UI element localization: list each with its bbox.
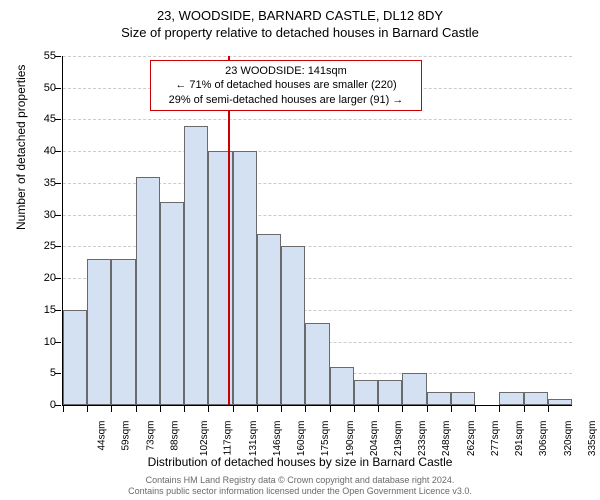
x-tick <box>136 406 137 412</box>
y-tick-label: 20 <box>26 272 56 284</box>
chart-area: 051015202530354045505544sqm59sqm73sqm88s… <box>62 56 572 406</box>
x-tick-label: 88sqm <box>169 421 180 451</box>
x-tick <box>451 406 452 412</box>
y-tick-label: 10 <box>26 336 56 348</box>
x-tick-label: 146sqm <box>272 421 283 457</box>
y-tick-label: 0 <box>26 399 56 411</box>
y-tick-label: 55 <box>26 50 56 62</box>
x-tick <box>354 406 355 412</box>
gridline <box>63 119 572 120</box>
x-tick <box>427 406 428 412</box>
histogram-bar <box>111 259 135 405</box>
y-tick-label: 45 <box>26 113 56 125</box>
histogram-bar <box>136 177 160 405</box>
histogram-bar <box>160 202 184 405</box>
x-tick-label: 102sqm <box>199 421 210 457</box>
x-tick-label: 248sqm <box>442 421 453 457</box>
x-tick <box>378 406 379 412</box>
x-tick <box>402 406 403 412</box>
x-tick <box>524 406 525 412</box>
y-tick-label: 30 <box>26 209 56 221</box>
x-tick-label: 306sqm <box>538 421 549 457</box>
x-tick-label: 320sqm <box>563 421 574 457</box>
x-tick <box>184 406 185 412</box>
y-tick-label: 15 <box>26 304 56 316</box>
x-tick <box>475 406 476 412</box>
x-tick-label: 291sqm <box>514 421 525 457</box>
histogram-bar <box>87 259 111 405</box>
x-tick-label: 219sqm <box>393 421 404 457</box>
gridline <box>63 151 572 152</box>
histogram-bar <box>184 126 208 405</box>
x-tick <box>63 406 64 412</box>
histogram-bar <box>451 392 475 405</box>
x-tick-label: 175sqm <box>320 421 331 457</box>
histogram-bar <box>330 367 354 405</box>
chart-title: 23, WOODSIDE, BARNARD CASTLE, DL12 8DY <box>0 0 600 23</box>
x-tick <box>257 406 258 412</box>
histogram-bar <box>233 151 257 405</box>
x-tick-label: 190sqm <box>345 421 356 457</box>
annotation-line: 23 WOODSIDE: 141sqm <box>157 64 415 78</box>
x-tick-label: 204sqm <box>369 421 380 457</box>
annotation-line: 29% of semi-detached houses are larger (… <box>157 93 415 107</box>
histogram-bar <box>281 246 305 405</box>
histogram-bar <box>354 380 378 405</box>
x-tick-label: 73sqm <box>145 421 156 451</box>
annotation-box: 23 WOODSIDE: 141sqm← 71% of detached hou… <box>150 60 422 111</box>
x-axis-title: Distribution of detached houses by size … <box>0 455 600 469</box>
footer-line-1: Contains HM Land Registry data © Crown c… <box>0 475 600 486</box>
x-tick-label: 117sqm <box>223 421 234 456</box>
x-tick-label: 233sqm <box>417 421 428 457</box>
x-tick-label: 160sqm <box>296 421 307 457</box>
plot-region: 051015202530354045505544sqm59sqm73sqm88s… <box>62 56 572 406</box>
y-tick-label: 35 <box>26 177 56 189</box>
x-tick-label: 262sqm <box>466 421 477 457</box>
histogram-bar <box>499 392 523 405</box>
histogram-bar <box>548 399 572 405</box>
histogram-bar <box>524 392 548 405</box>
x-tick <box>111 406 112 412</box>
x-tick-label: 277sqm <box>490 421 501 457</box>
histogram-bar <box>427 392 451 405</box>
x-tick <box>281 406 282 412</box>
histogram-bar <box>378 380 402 405</box>
x-tick <box>330 406 331 412</box>
histogram-bar <box>257 234 281 405</box>
x-tick <box>499 406 500 412</box>
y-tick-label: 40 <box>26 145 56 157</box>
annotation-line: ← 71% of detached houses are smaller (22… <box>157 78 415 92</box>
x-tick <box>233 406 234 412</box>
x-tick <box>548 406 549 412</box>
x-tick-label: 131sqm <box>248 421 259 457</box>
chart-subtitle: Size of property relative to detached ho… <box>0 23 600 40</box>
y-tick-label: 50 <box>26 82 56 94</box>
x-tick-label: 335sqm <box>587 421 598 457</box>
gridline <box>63 56 572 57</box>
y-tick-label: 25 <box>26 240 56 252</box>
footer-line-2: Contains public sector information licen… <box>0 486 600 497</box>
x-tick <box>160 406 161 412</box>
x-tick <box>87 406 88 412</box>
chart-container: 23, WOODSIDE, BARNARD CASTLE, DL12 8DY S… <box>0 0 600 500</box>
histogram-bar <box>305 323 329 405</box>
x-tick <box>208 406 209 412</box>
histogram-bar <box>63 310 87 405</box>
x-tick-label: 44sqm <box>97 421 108 451</box>
x-tick-label: 59sqm <box>121 421 132 451</box>
histogram-bar <box>402 373 426 405</box>
y-tick-label: 5 <box>26 367 56 379</box>
footer-attribution: Contains HM Land Registry data © Crown c… <box>0 475 600 497</box>
x-tick <box>305 406 306 412</box>
